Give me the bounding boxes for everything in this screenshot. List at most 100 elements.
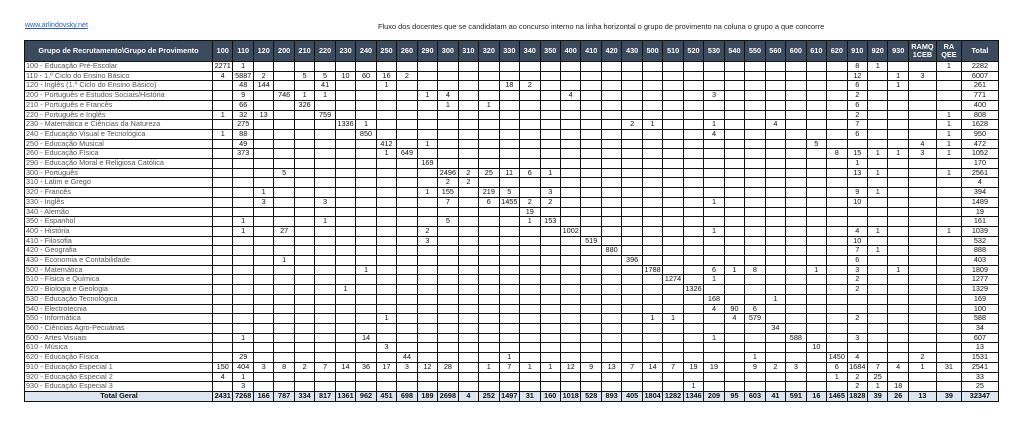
cell-320: 6	[478, 196, 500, 208]
cell-310	[457, 361, 480, 373]
cell-210: 2	[293, 361, 316, 373]
cell-260	[396, 138, 418, 150]
cell-ramq: 2	[907, 352, 937, 363]
column-header-530: 530	[703, 40, 725, 62]
cell-930	[887, 245, 909, 257]
cell-340: 1	[519, 361, 541, 373]
cell-220: 3	[314, 196, 336, 208]
cell-340	[519, 158, 541, 169]
cell-210	[293, 332, 316, 344]
cell-540	[723, 61, 746, 72]
cell-310	[457, 80, 480, 92]
column-header-430: 430	[621, 40, 643, 62]
cell-930	[887, 158, 909, 169]
cell-230: 1336	[334, 119, 357, 130]
cell-ramq	[907, 322, 937, 334]
cell-430	[621, 99, 643, 111]
cell-350	[539, 99, 561, 111]
cell-930: 4	[887, 361, 909, 373]
cell-400: 12	[559, 361, 582, 373]
cell-330	[498, 90, 521, 101]
cell-420	[600, 225, 623, 237]
cell-600	[785, 352, 807, 363]
site-link[interactable]: www.arlindovsky.net	[25, 22, 88, 29]
cell-240	[355, 225, 377, 237]
cell-310	[457, 206, 480, 218]
cell-200	[273, 352, 295, 363]
table-row: 540 - Electrotecnia 4 90 6 100	[24, 303, 999, 315]
cell-350: 153	[539, 216, 561, 227]
cell-410	[580, 138, 602, 150]
cell-340: 2	[519, 196, 541, 208]
cell-430	[621, 138, 643, 150]
cell-430	[621, 90, 643, 101]
cell-ramq	[907, 196, 937, 208]
row-label: 310 - Latim e Grego	[24, 177, 213, 189]
table-row: 290 - Educação Moral e Religiosa Católic…	[24, 158, 999, 169]
cell-210	[293, 352, 316, 363]
cell-540	[723, 177, 746, 189]
cell-110: 49	[232, 138, 254, 150]
cell-250: 16	[375, 70, 398, 82]
cell-ramq	[907, 235, 937, 247]
cell-100: 1	[211, 128, 234, 140]
cell-500	[641, 332, 664, 344]
cell-550	[744, 332, 766, 344]
column-header-500: 500	[641, 40, 664, 62]
cell-500	[641, 70, 664, 82]
cell-540	[723, 119, 746, 130]
cell-530	[703, 255, 725, 266]
cell-550: 603	[744, 390, 766, 402]
cell-240	[355, 284, 377, 295]
cell-600	[785, 274, 807, 286]
cell-500	[641, 128, 664, 140]
cell-ramq	[907, 80, 937, 92]
cell-420	[600, 332, 623, 344]
cell-930	[887, 255, 909, 266]
cell-240	[355, 109, 377, 121]
cell-520	[682, 332, 705, 344]
cell-320	[478, 148, 500, 160]
cell-raqee	[935, 293, 962, 305]
cell-430	[621, 187, 643, 198]
cell-400	[559, 158, 582, 169]
cell-300: 2698	[437, 390, 459, 402]
cell-220	[314, 284, 336, 295]
cell-raqee	[935, 177, 962, 189]
cell-320	[478, 177, 500, 189]
cell-ramq	[907, 245, 937, 257]
cell-420	[600, 119, 623, 130]
cell-raqee	[935, 371, 962, 383]
cell-560	[764, 255, 787, 266]
cell-530: 168	[703, 293, 725, 305]
cell-420	[600, 264, 623, 276]
cell-260	[396, 187, 418, 198]
cell-310	[457, 381, 480, 392]
cell-410	[580, 187, 602, 198]
cell-240: 36	[355, 361, 377, 373]
cell-340	[519, 99, 541, 111]
cell-920: 1	[866, 381, 889, 392]
cell-340	[519, 264, 541, 276]
cell-560	[764, 225, 787, 237]
cell-530	[703, 284, 725, 295]
row-label: 600 - Artes Visuais	[24, 332, 213, 344]
cell-120	[252, 322, 275, 334]
cell-320: 252	[478, 390, 500, 402]
cell-600	[785, 61, 807, 72]
cell-410	[580, 352, 602, 363]
cell-220	[314, 167, 336, 179]
cell-520	[682, 109, 705, 121]
cell-raqee	[935, 187, 962, 198]
cell-600	[785, 80, 807, 92]
table-row: 210 - Português e Francês 66 326 1 1 6 400	[24, 99, 999, 111]
cell-520	[682, 322, 705, 334]
cell-920: 39	[866, 390, 889, 402]
row-label: 920 - Educação Especial 2	[24, 371, 213, 383]
cell-240	[355, 303, 377, 315]
cell-300	[437, 225, 459, 237]
column-header-210: 210	[293, 40, 316, 62]
table-row: 520 - Biologia e Geologia 1 1326 2 1329	[24, 284, 999, 295]
cell-260	[396, 313, 418, 324]
cell-320	[478, 332, 500, 344]
